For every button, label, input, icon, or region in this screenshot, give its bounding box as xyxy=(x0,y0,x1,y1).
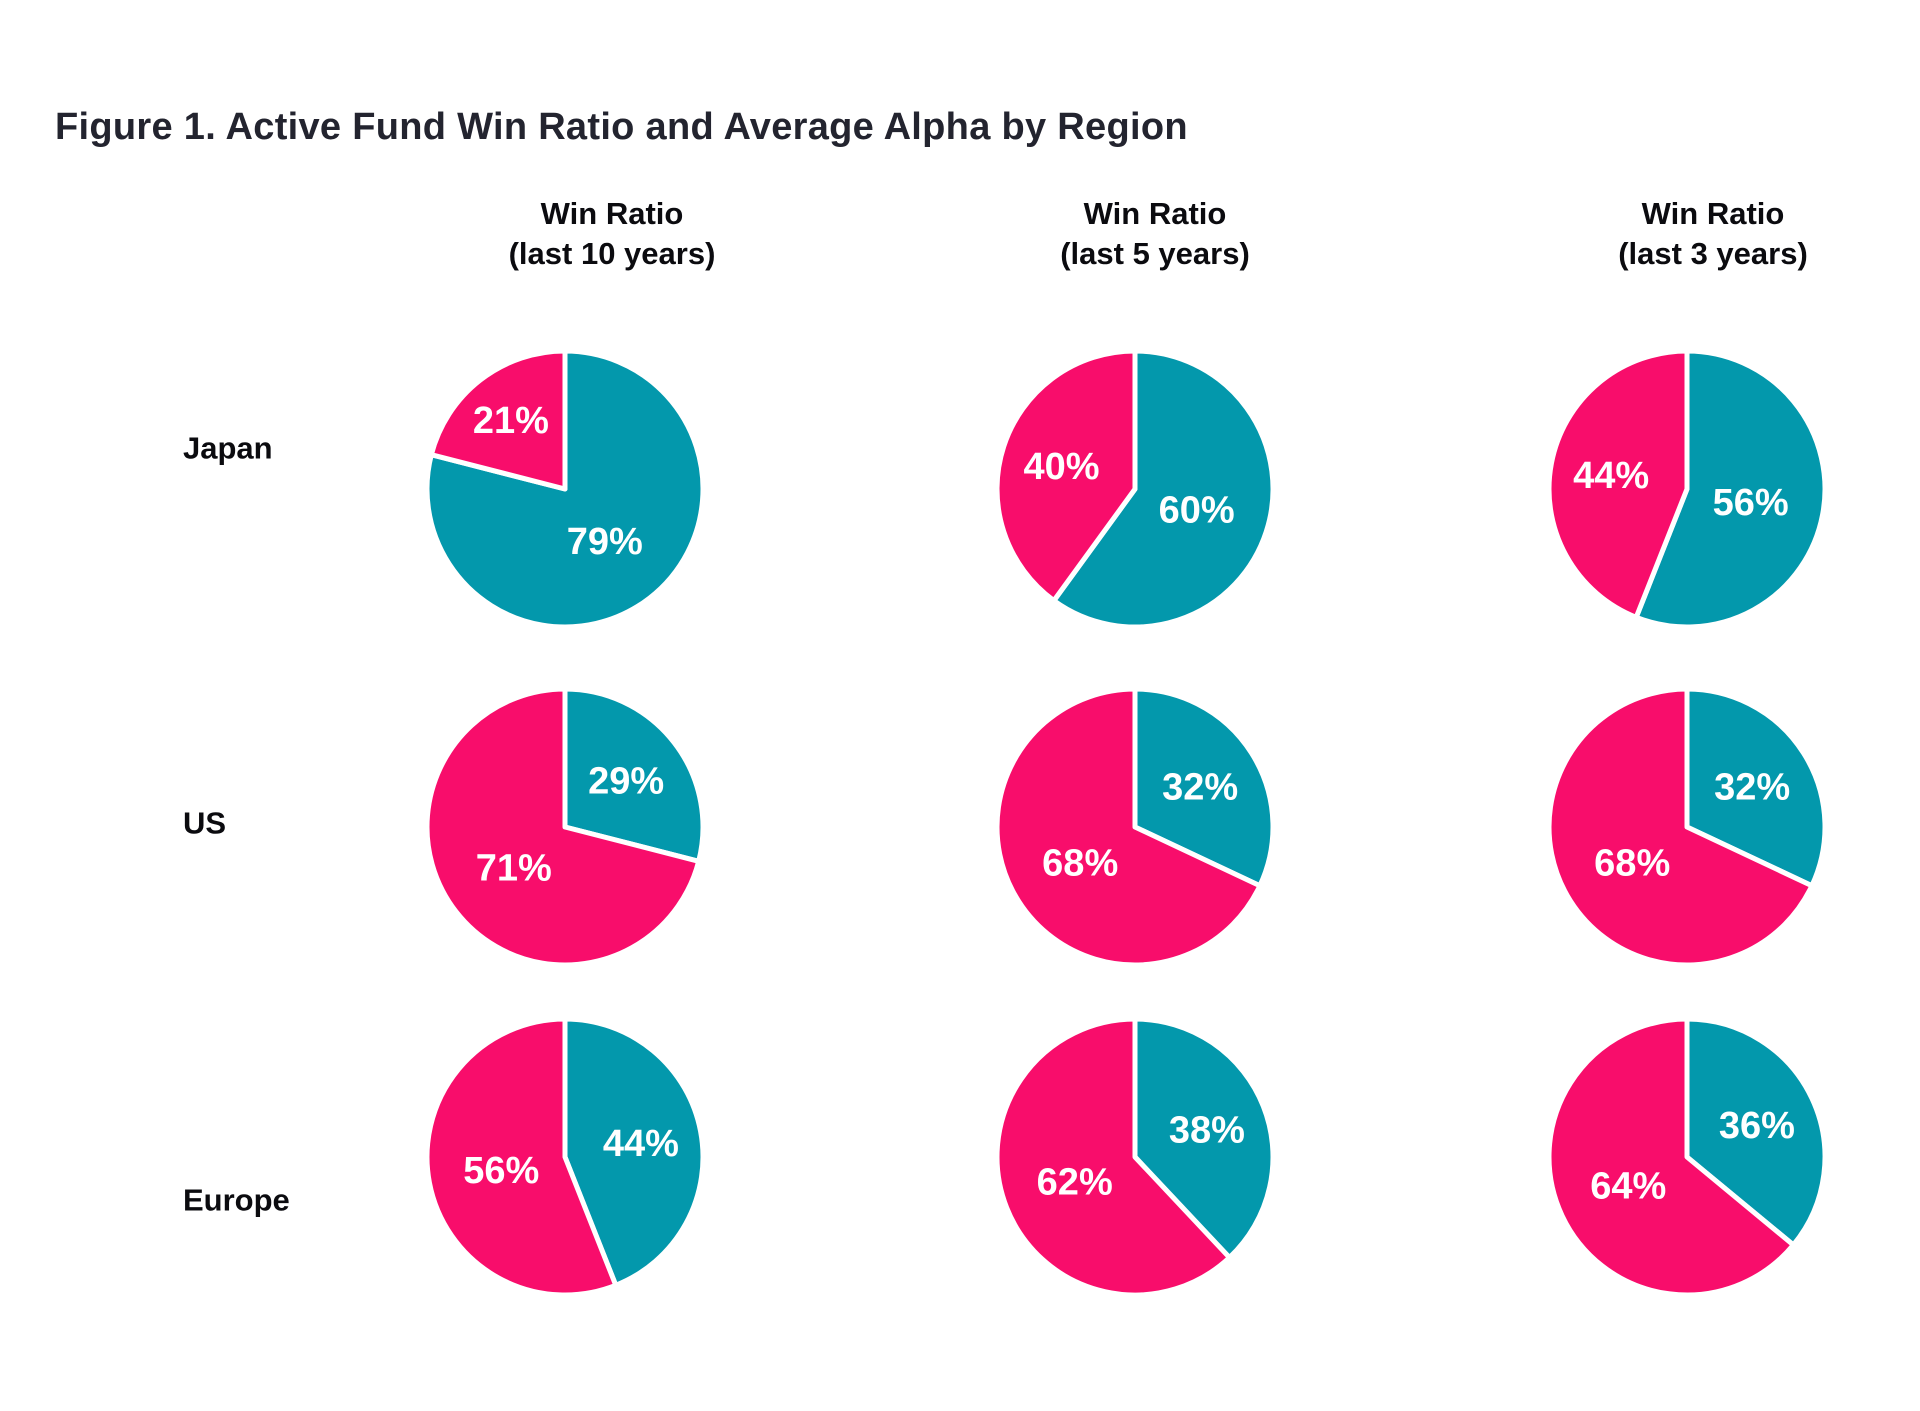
pie-chart-us-col3: 32% 68% xyxy=(1546,686,1828,968)
pie-slice-teal xyxy=(562,686,706,864)
pie-label-teal: 79% xyxy=(567,521,643,563)
pie-label-pink: 56% xyxy=(463,1150,539,1192)
pie-label-pink: 21% xyxy=(473,400,549,442)
pie-chart-japan-col1: 79% 21% xyxy=(424,348,706,630)
figure-title: Figure 1. Active Fund Win Ratio and Aver… xyxy=(55,106,1188,148)
pie-slice-teal xyxy=(1684,686,1828,889)
column-header-last-10-years: Win Ratio (last 10 years) xyxy=(509,194,716,274)
pie-slice-pink xyxy=(1546,1016,1796,1298)
pie-slice-pink xyxy=(994,348,1138,604)
column-header-sublabel: (last 10 years) xyxy=(508,236,716,271)
pie-label-pink: 71% xyxy=(476,847,552,889)
pie-label-pink: 62% xyxy=(1037,1162,1113,1204)
pie-label-pink: 44% xyxy=(1573,455,1649,497)
column-header-sublabel: (last 3 years) xyxy=(1618,236,1808,271)
column-header-label: Win Ratio xyxy=(1641,196,1785,231)
pie-label-teal: 32% xyxy=(1162,766,1238,808)
pie-label-teal: 56% xyxy=(1713,482,1789,524)
pie-chart-us-col2: 32% 68% xyxy=(994,686,1276,968)
column-header-last-5-years: Win Ratio (last 5 years) xyxy=(1060,194,1250,274)
pie-slice-teal xyxy=(1132,1016,1276,1261)
pie-label-teal: 38% xyxy=(1169,1109,1245,1151)
pie-label-teal: 60% xyxy=(1159,490,1235,532)
pie-label-pink: 68% xyxy=(1042,842,1118,884)
pie-label-teal: 32% xyxy=(1714,766,1790,808)
pie-slice-pink xyxy=(428,348,568,492)
pie-chart-japan-col3: 56% 44% xyxy=(1546,348,1828,630)
pie-slice-pink xyxy=(424,1016,619,1298)
pie-chart-europe-col2: 38% 62% xyxy=(994,1016,1276,1298)
pie-label-pink: 68% xyxy=(1594,842,1670,884)
pie-slice-pink xyxy=(994,686,1263,968)
pie-chart-us-col1: 29% 71% xyxy=(424,686,706,968)
pie-chart-europe-col3: 36% 64% xyxy=(1546,1016,1828,1298)
pie-slice-teal xyxy=(562,1016,706,1288)
pie-label-teal: 29% xyxy=(588,760,664,802)
pie-label-teal: 44% xyxy=(603,1123,679,1165)
column-header-sublabel: (last 5 years) xyxy=(1060,236,1250,271)
column-header-label: Win Ratio xyxy=(1083,196,1227,231)
pie-label-pink: 40% xyxy=(1023,446,1099,488)
pie-slice-pink xyxy=(1546,686,1815,968)
row-label-japan: Japan xyxy=(183,430,273,466)
pie-chart-europe-col1: 44% 56% xyxy=(424,1016,706,1298)
row-label-europe: Europe xyxy=(183,1182,290,1218)
pie-slice-teal xyxy=(1051,348,1276,630)
pie-slice-pink xyxy=(1546,348,1690,620)
column-header-last-3-years: Win Ratio (last 3 years) xyxy=(1618,194,1808,274)
column-header-label: Win Ratio xyxy=(540,196,684,231)
pie-slice-teal xyxy=(1633,348,1828,630)
pie-slice-pink xyxy=(424,686,702,968)
pie-chart-japan-col2: 60% 40% xyxy=(994,348,1276,630)
pie-slice-teal xyxy=(1684,1016,1828,1248)
row-label-us: US xyxy=(183,805,227,841)
pie-label-pink: 64% xyxy=(1590,1165,1666,1207)
pie-label-teal: 36% xyxy=(1719,1105,1795,1147)
pie-slice-teal xyxy=(1132,686,1276,889)
pie-slice-pink xyxy=(994,1016,1232,1298)
